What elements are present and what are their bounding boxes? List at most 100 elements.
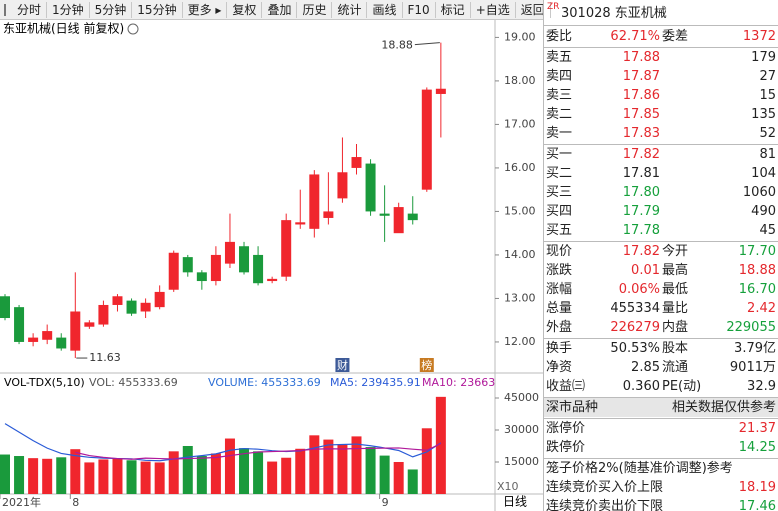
price: 17.87 bbox=[622, 69, 660, 84]
toolbar: 分时 1分钟 5分钟 15分钟 更多 ▸ 复权 叠加 历史 统计 画线 F10 标记 +自选 返回 bbox=[0, 0, 551, 20]
volume-bar bbox=[14, 456, 25, 494]
row-value: 3.79亿 bbox=[734, 341, 776, 356]
row-label: 卖二 bbox=[546, 107, 573, 122]
row-label: 买二 bbox=[546, 166, 573, 181]
event-marker-label: 榜 bbox=[421, 358, 432, 372]
dropdown-icon[interactable] bbox=[127, 23, 139, 35]
toolbar-button[interactable]: 历史 bbox=[297, 1, 333, 18]
candle-body bbox=[239, 246, 250, 273]
row-value: 17.70 bbox=[738, 244, 776, 259]
candle-body bbox=[182, 257, 193, 273]
candle-body bbox=[70, 311, 81, 351]
menu-icon[interactable] bbox=[4, 3, 6, 16]
stock-title: 301028 东亚机械 bbox=[561, 6, 667, 21]
toolbar-button[interactable]: +自选 bbox=[471, 1, 516, 18]
candle-body bbox=[14, 307, 25, 342]
volume-bar bbox=[98, 459, 109, 494]
toolbar-button[interactable]: 标记 bbox=[436, 1, 471, 18]
volume-bar bbox=[70, 449, 81, 494]
volume-bar bbox=[365, 447, 376, 494]
candle-body bbox=[98, 304, 109, 325]
row-label: 流通 bbox=[662, 360, 689, 375]
volume-bar bbox=[210, 453, 221, 494]
toolbar-button[interactable]: 复权 bbox=[227, 1, 263, 18]
toolbar-button[interactable]: 更多 ▸ bbox=[183, 1, 228, 18]
row-label: 卖一 bbox=[546, 126, 573, 141]
volume-bar bbox=[140, 461, 151, 494]
row-label: 连续竞价买入价上限 bbox=[546, 480, 664, 495]
candle-body bbox=[435, 88, 446, 94]
candle-body bbox=[154, 291, 165, 308]
price: 17.86 bbox=[622, 88, 660, 103]
row-value: 62.71% bbox=[610, 29, 660, 44]
toolbar-button[interactable]: 叠加 bbox=[262, 1, 298, 18]
volume: 27 bbox=[759, 69, 776, 84]
toolbar-button[interactable]: 画线 bbox=[367, 1, 403, 18]
row-label: 委比 bbox=[546, 29, 573, 44]
volume-bar bbox=[196, 456, 207, 494]
volume-bar bbox=[309, 435, 320, 494]
row-label: 委差 bbox=[662, 29, 689, 44]
volume-bar bbox=[393, 461, 404, 494]
candle-body bbox=[351, 157, 362, 168]
volume-legend: VOLUME: 455333.69 bbox=[208, 376, 321, 389]
volume-bar bbox=[435, 396, 446, 494]
y-tick-label: 17.00 bbox=[504, 117, 536, 130]
period-label: 日线 bbox=[503, 495, 527, 509]
volume-bar bbox=[126, 460, 137, 494]
volume: 135 bbox=[751, 107, 776, 122]
candle-body bbox=[224, 241, 235, 264]
event-marker bbox=[419, 358, 434, 372]
toolbar-button[interactable]: F10 bbox=[403, 1, 436, 18]
row-label: 连续竞价卖出价下限 bbox=[546, 499, 664, 511]
candle-body bbox=[112, 296, 123, 305]
volume-bar bbox=[182, 445, 193, 494]
toolbar-button[interactable]: 1分钟 bbox=[47, 1, 90, 18]
sep bbox=[544, 46, 778, 48]
volume: 45 bbox=[759, 223, 776, 238]
volume-legend: MA10: 23663 bbox=[422, 376, 495, 389]
sep bbox=[544, 457, 778, 459]
volume-bar bbox=[295, 448, 306, 494]
y-tick-label: 14.00 bbox=[504, 248, 536, 261]
candle-body bbox=[421, 89, 432, 190]
sep bbox=[544, 417, 778, 419]
row-shade bbox=[544, 398, 778, 417]
quote-panel: ZR 301028 东亚机械 委比 62.71% 委差 1372 卖五 17.88 179 卖四 1… bbox=[543, 0, 778, 511]
row-value: 2.85 bbox=[631, 360, 660, 375]
candle-body bbox=[379, 213, 390, 216]
candle-body bbox=[56, 337, 67, 349]
y-tick-label: 16.00 bbox=[504, 161, 536, 174]
row-value: 0.06% bbox=[618, 282, 660, 297]
volume-bar bbox=[379, 455, 390, 494]
volume-title: VOL-TDX(5,10) bbox=[4, 376, 85, 389]
toolbar-button[interactable]: 分时 bbox=[12, 1, 48, 18]
row-label: 卖三 bbox=[546, 88, 573, 103]
volume-bar bbox=[253, 451, 264, 494]
row-value: 9011万 bbox=[729, 360, 776, 375]
event-marker-label: 财 bbox=[337, 358, 348, 372]
toolbar-button[interactable]: 返回 bbox=[516, 1, 551, 18]
volume-value: VOL: 455333.69 bbox=[89, 376, 178, 389]
y-tick-label: 15.00 bbox=[504, 204, 536, 217]
candle-body bbox=[168, 252, 179, 290]
toolbar-button[interactable]: 5分钟 bbox=[90, 1, 133, 18]
toolbar-button[interactable]: 15分钟 bbox=[132, 1, 183, 18]
annotation: 18.88 bbox=[381, 39, 413, 52]
row-value: 21.37 bbox=[738, 421, 776, 436]
annotation: 11.63 bbox=[89, 351, 121, 364]
toolbar-button[interactable]: 统计 bbox=[332, 1, 368, 18]
candle-body bbox=[126, 300, 137, 314]
volume-bar bbox=[168, 451, 179, 494]
price: 17.85 bbox=[622, 107, 660, 122]
volume: 52 bbox=[759, 126, 776, 141]
sep bbox=[544, 337, 778, 339]
x-tick-label: 2021年 bbox=[2, 495, 41, 509]
volume-bar bbox=[56, 457, 67, 494]
volume: 490 bbox=[751, 204, 776, 219]
y-tick-label: 30000 bbox=[504, 423, 539, 436]
candle-body bbox=[196, 272, 207, 282]
row-label: 总量 bbox=[546, 301, 573, 316]
volume: 81 bbox=[759, 147, 776, 162]
row-label: PE(动) bbox=[662, 379, 702, 394]
